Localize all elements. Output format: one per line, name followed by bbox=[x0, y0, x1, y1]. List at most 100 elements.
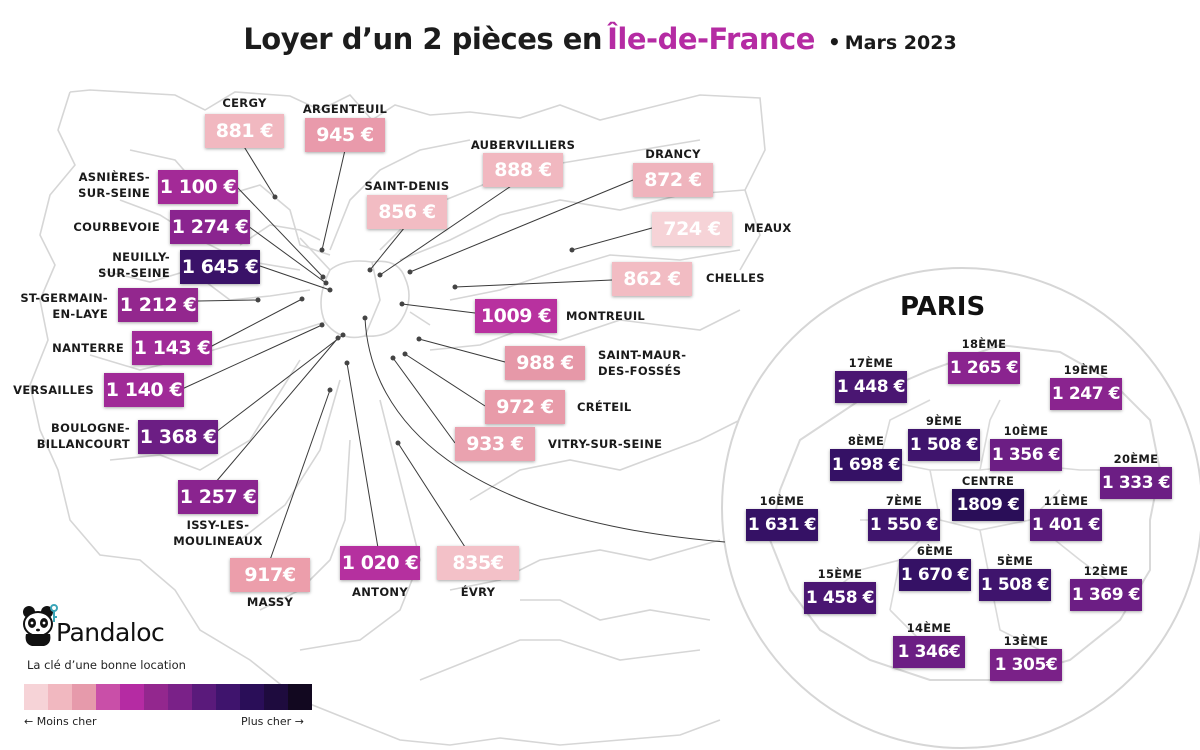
map-dot bbox=[395, 440, 401, 446]
price-paris-8: 1 698 € bbox=[830, 449, 902, 481]
label-saint-denis: SAINT-DENIS bbox=[364, 179, 450, 193]
label-versailles: VERSAILLES bbox=[13, 383, 94, 397]
map-dot bbox=[319, 247, 325, 253]
label-neuilly: NEUILLY- SUR-SEINE bbox=[98, 250, 170, 280]
price-paris-11: 1 401 € bbox=[1030, 509, 1102, 541]
price-boulogne: 1 368 € bbox=[138, 420, 218, 454]
price-paris-15: 1 458 € bbox=[804, 582, 876, 614]
price-paris-19: 1 247 € bbox=[1050, 378, 1122, 410]
map-dot bbox=[340, 332, 346, 338]
map-dot bbox=[299, 296, 305, 302]
connector-lines bbox=[181, 144, 726, 561]
price-vitry: 933 € bbox=[455, 427, 535, 461]
panda-logo-icon bbox=[23, 604, 58, 646]
legend-min-label: ← Moins cher bbox=[24, 715, 97, 728]
legend-swatch bbox=[96, 684, 120, 710]
label-paris-6: 6ÈME bbox=[916, 544, 954, 558]
label-paris-11: 11ÈME bbox=[1043, 494, 1089, 508]
price-courbevoie: 1 274 € bbox=[170, 210, 250, 244]
label-paris-5: 5ÈME bbox=[996, 554, 1034, 568]
legend-max-label: Plus cher → bbox=[241, 715, 304, 728]
legend-swatch bbox=[72, 684, 96, 710]
price-paris-7: 1 550 € bbox=[868, 509, 940, 541]
price-antony: 1 020 € bbox=[340, 546, 420, 580]
price-paris-16: 1 631 € bbox=[746, 509, 818, 541]
price-saint-denis: 856 € bbox=[367, 195, 447, 229]
legend-swatch bbox=[264, 684, 288, 710]
map-dot bbox=[320, 274, 326, 280]
label-paris-15: 15ÈME bbox=[817, 567, 863, 581]
label-paris-9: 9ÈME bbox=[925, 414, 963, 428]
map-dot bbox=[255, 297, 261, 303]
label-evry: ÉVRY bbox=[460, 585, 496, 599]
price-evry: 835€ bbox=[437, 546, 519, 580]
label-paris-14: 14ÈME bbox=[906, 621, 952, 635]
price-st-germain: 1 212 € bbox=[118, 288, 198, 322]
label-antony: ANTONY bbox=[352, 585, 408, 599]
label-asnieres: ASNIÈRES- SUR-SEINE bbox=[78, 170, 150, 200]
label-aubervilliers: AUBERVILLIERS bbox=[470, 138, 576, 152]
price-creteil: 972 € bbox=[485, 390, 565, 424]
price-paris-17: 1 448 € bbox=[835, 371, 907, 403]
price-drancy: 872 € bbox=[633, 163, 713, 197]
page-title: Loyer d’un 2 pièces en Île-de-France • Ma… bbox=[0, 22, 1200, 56]
price-paris-9: 1 508 € bbox=[908, 429, 980, 461]
connector-dots bbox=[255, 194, 575, 446]
map-dot bbox=[272, 194, 278, 200]
map-dot bbox=[367, 267, 373, 273]
map-dot bbox=[402, 351, 408, 357]
label-paris-12: 12ÈME bbox=[1083, 564, 1129, 578]
price-asnieres: 1 100 € bbox=[158, 170, 238, 204]
label-cergy: CERGY bbox=[222, 96, 267, 110]
title-main: Loyer d’un 2 pièces en bbox=[243, 22, 603, 56]
map-dot bbox=[407, 269, 413, 275]
price-paris-5: 1 508 € bbox=[979, 569, 1051, 601]
region-map-background bbox=[29, 89, 766, 746]
map-dot bbox=[362, 315, 368, 321]
label-paris-19: 19ÈME bbox=[1063, 363, 1109, 377]
map-dot bbox=[452, 284, 458, 290]
price-paris-20: 1 333 € bbox=[1100, 467, 1172, 499]
legend-swatch bbox=[48, 684, 72, 710]
price-massy: 917€ bbox=[230, 558, 310, 592]
label-boulogne: BOULOGNE- BILLANCOURT bbox=[36, 421, 130, 451]
price-neuilly: 1 645 € bbox=[180, 250, 260, 284]
price-issy: 1 257 € bbox=[178, 480, 258, 514]
price-paris-10: 1 356 € bbox=[990, 439, 1062, 471]
price-saint-maur: 988 € bbox=[505, 346, 585, 380]
label-courbevoie: COURBEVOIE bbox=[73, 220, 160, 234]
price-paris-12: 1 369 € bbox=[1070, 579, 1142, 611]
price-montreuil: 1009 € bbox=[475, 299, 557, 333]
price-paris-18: 1 265 € bbox=[948, 352, 1020, 384]
brand-name: Pandaloc bbox=[56, 618, 165, 647]
map-dot bbox=[399, 301, 405, 307]
price-chelles: 862 € bbox=[612, 262, 692, 296]
map-dot bbox=[323, 280, 329, 286]
price-legend-scale bbox=[24, 684, 312, 710]
price-aubervilliers: 888 € bbox=[483, 153, 563, 187]
label-saint-maur: SAINT-MAUR- DES-FOSSÉS bbox=[598, 348, 687, 378]
label-paris-13: 13ÈME bbox=[1003, 634, 1049, 648]
label-paris-10: 10ÈME bbox=[1003, 424, 1049, 438]
map-dot bbox=[327, 287, 333, 293]
legend-swatch bbox=[192, 684, 216, 710]
map-dot bbox=[335, 335, 341, 341]
legend-swatch bbox=[240, 684, 264, 710]
label-paris-7: 7ÈME bbox=[885, 494, 923, 508]
label-massy: MASSY bbox=[246, 595, 294, 609]
label-chelles: CHELLES bbox=[706, 271, 765, 285]
label-montreuil: MONTREUIL bbox=[566, 309, 646, 323]
legend-swatch bbox=[288, 684, 312, 710]
price-paris-6: 1 670 € bbox=[899, 559, 971, 591]
legend-swatch bbox=[120, 684, 144, 710]
map-dot bbox=[377, 272, 383, 278]
map-dot bbox=[569, 247, 575, 253]
label-creteil: CRÉTEIL bbox=[577, 400, 632, 414]
label-vitry: VITRY-SUR-SEINE bbox=[548, 437, 663, 451]
map-dot bbox=[327, 387, 333, 393]
label-paris-18: 18ÈME bbox=[961, 337, 1007, 351]
label-st-germain: ST-GERMAIN- EN-LAYE bbox=[20, 291, 108, 321]
label-drancy: DRANCY bbox=[645, 147, 701, 161]
label-paris-centre: CENTRE bbox=[961, 474, 1015, 488]
price-versailles: 1 140 € bbox=[104, 373, 184, 407]
